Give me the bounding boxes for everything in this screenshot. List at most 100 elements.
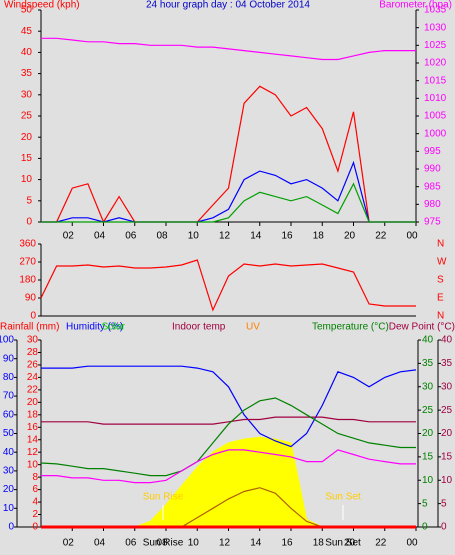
y-tick-label: 1025	[424, 40, 447, 51]
y-tick-label: 1000	[424, 128, 447, 139]
y-tick-label: 5	[441, 498, 447, 509]
y-tick-label: 30	[422, 381, 434, 392]
y-tick-label: 20	[422, 428, 434, 439]
y-tick-label: 45	[21, 26, 33, 37]
y-tick-label: 1015	[424, 75, 447, 86]
legend-entry: Indoor temp	[172, 322, 226, 333]
y-tick-label: 40	[441, 335, 453, 346]
y-tick-label: 1030	[424, 22, 447, 33]
x-tick-label: 12	[219, 538, 231, 549]
y-tick-label: 10	[21, 174, 33, 185]
y-tick-label: 270	[19, 257, 36, 268]
y-tick-label: 70	[3, 391, 15, 402]
y-tick-label: 995	[424, 146, 441, 157]
y-tick-label: 90	[3, 353, 15, 364]
y-tick-label: 25	[422, 405, 434, 416]
x-tick-label: 00	[406, 231, 418, 242]
compass-label: W	[437, 257, 447, 268]
y-tick-label: 975	[424, 217, 441, 228]
axis-label: Dew Point (°C)	[389, 322, 455, 333]
y-tick-label: 2	[32, 509, 38, 520]
x-tick-label: 12	[219, 231, 231, 242]
y-tick-label: 180	[19, 275, 36, 286]
x-annotation: Sun Set	[325, 538, 361, 549]
x-tick-label: 18	[313, 231, 325, 242]
y-tick-label: 1010	[424, 93, 447, 104]
x-tick-label: 18	[313, 538, 325, 549]
x-tick-label: 22	[375, 538, 387, 549]
line	[41, 449, 416, 484]
y-tick-label: 4	[32, 497, 38, 508]
compass-label: N	[437, 311, 444, 322]
y-tick-label: 15	[441, 452, 453, 463]
line	[40, 397, 416, 477]
y-tick-label: 50	[3, 428, 15, 439]
axis-label: 24 hour graph day : 04 October 2014	[146, 0, 310, 11]
x-tick-label: 04	[94, 538, 106, 549]
y-tick-label: 15	[422, 452, 434, 463]
y-tick-label: 18	[27, 409, 39, 420]
annotation: Sun Rise	[143, 492, 184, 503]
compass-label: E	[437, 293, 444, 304]
y-tick-label: 28	[27, 347, 39, 358]
y-tick-label: 30	[21, 89, 33, 100]
y-tick-label: 990	[424, 164, 441, 175]
x-tick-label: 14	[250, 538, 262, 549]
y-tick-label: 0	[8, 522, 14, 533]
x-tick-label: 20	[344, 231, 356, 242]
x-annotation: Sun Rise	[143, 538, 184, 549]
y-tick-label: 20	[441, 428, 453, 439]
x-tick-label: 16	[281, 231, 293, 242]
legend-entry: UV	[246, 322, 260, 333]
annotation: Sun Set	[325, 492, 361, 503]
y-tick-label: 40	[3, 447, 15, 458]
y-tick-label: 0	[422, 522, 428, 533]
y-tick-label: 35	[422, 358, 434, 369]
x-tick-label: 10	[188, 538, 200, 549]
y-tick-label: 0	[32, 522, 38, 533]
y-tick-label: 24	[27, 372, 39, 383]
line	[40, 259, 416, 312]
line	[41, 85, 416, 224]
y-tick-label: 0	[26, 217, 32, 228]
y-tick-label: 25	[441, 405, 453, 416]
y-tick-label: 10	[422, 475, 434, 486]
legend-entry: Solar	[102, 322, 126, 333]
y-tick-label: 40	[422, 335, 434, 346]
x-tick-label: 22	[375, 231, 387, 242]
y-tick-label: 1020	[424, 58, 447, 69]
y-tick-label: 35	[441, 358, 453, 369]
line	[41, 365, 417, 448]
y-tick-label: 5	[422, 498, 428, 509]
y-tick-label: 30	[3, 466, 15, 477]
axis-label: Rainfall (mm)	[0, 322, 59, 333]
y-tick-label: 16	[27, 422, 39, 433]
line	[41, 416, 416, 425]
y-tick-label: 0	[30, 311, 36, 322]
y-tick-label: 20	[3, 484, 15, 495]
x-tick-label: 06	[125, 538, 137, 549]
y-tick-label: 30	[27, 335, 39, 346]
y-tick-label: 6	[32, 484, 38, 495]
compass-label: N	[437, 239, 444, 250]
axis-label: Humidity (%)	[66, 322, 123, 333]
x-tick-label: 14	[250, 231, 262, 242]
x-tick-label: 00	[406, 538, 418, 549]
line	[41, 37, 416, 61]
y-tick-label: 8	[32, 472, 38, 483]
y-tick-label: 1035	[424, 5, 447, 16]
y-tick-label: 80	[3, 372, 15, 383]
y-tick-label: 26	[27, 360, 39, 371]
y-tick-label: 12	[27, 447, 39, 458]
y-tick-label: 360	[19, 239, 36, 250]
y-tick-label: 20	[27, 397, 39, 408]
x-tick-label: 06	[125, 231, 137, 242]
x-tick-label: 20	[344, 538, 356, 549]
y-tick-label: 20	[21, 132, 33, 143]
y-tick-label: 5	[26, 195, 32, 206]
x-tick-label: 08	[156, 538, 168, 549]
y-tick-label: 14	[27, 434, 39, 445]
y-tick-label: 980	[424, 199, 441, 210]
y-tick-label: 25	[21, 111, 33, 122]
